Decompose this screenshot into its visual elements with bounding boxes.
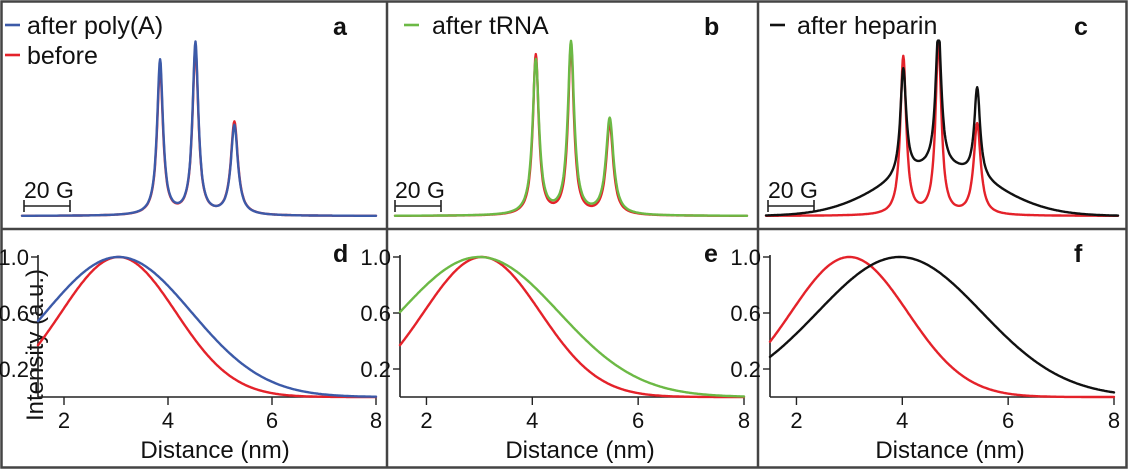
legend-c: after heparin	[770, 12, 937, 40]
x-tick-label-d: 8	[370, 408, 382, 433]
panel-f: f 2 4 6 8 0.2 0.6 1.0 Distance (nm)	[730, 240, 1120, 464]
scale-bar-b: 20 G	[394, 177, 445, 212]
x-tick-label-d: 2	[58, 408, 70, 433]
distance-plot-e: 2 4 6 8 0.2 0.6 1.0	[360, 245, 750, 433]
y-axis-title: Intensity (a.u.)	[22, 269, 49, 421]
series-a-0	[20, 40, 378, 217]
scale-bar-a: 20 G	[23, 177, 74, 212]
x-tick-label-d: 6	[266, 408, 278, 433]
legend-a: after poly(A) before	[5, 12, 163, 70]
y-tick-label-d: 0.6	[0, 301, 29, 326]
series-b-0	[393, 39, 749, 217]
scale-bar-c: 20 G	[767, 177, 818, 212]
y-tick-label-e: 0.2	[360, 357, 391, 382]
x-axis-title-e: Distance (nm)	[505, 437, 654, 464]
x-tick-label-f: 8	[1108, 408, 1120, 433]
y-tick-label-f: 1.0	[730, 245, 761, 270]
panel-letter-c: c	[1074, 13, 1088, 41]
series-f-0	[768, 255, 1116, 394]
legend-b: after tRNA	[404, 12, 549, 40]
x-tick-label-f: 4	[896, 408, 908, 433]
series-d-1	[36, 255, 378, 399]
scale-bar-label-a: 20 G	[24, 177, 74, 203]
x-axis-title-f: Distance (nm)	[875, 437, 1024, 464]
series-b-1	[393, 43, 749, 217]
x-tick-label-f: 6	[1002, 408, 1014, 433]
distance-plot-f: 2 4 6 8 0.2 0.6 1.0	[730, 245, 1120, 433]
scale-bar-label-c: 20 G	[768, 177, 818, 203]
y-tick-label-e: 1.0	[360, 245, 391, 270]
panel-letter-d: d	[333, 240, 348, 268]
legend-a-label-1: after poly(A)	[27, 12, 163, 40]
scale-bar-label-b: 20 G	[395, 177, 445, 203]
spectrum-plot-b	[393, 39, 749, 217]
legend-a-label-2: before	[27, 42, 98, 70]
y-tick-label-e: 0.6	[360, 301, 391, 326]
legend-c-label-1: after heparin	[797, 12, 937, 40]
x-tick-label-e: 2	[420, 408, 432, 433]
spectrum-plot-c	[764, 39, 1120, 217]
panel-letter-e: e	[704, 240, 718, 268]
panel-e: e 2 4 6 8 0.2 0.6 1.0 Distance (nm)	[360, 240, 750, 464]
series-c-0	[764, 39, 1120, 217]
panel-letter-b: b	[704, 13, 719, 41]
panel-letter-f: f	[1074, 240, 1083, 268]
y-tick-label-f: 0.2	[730, 357, 761, 382]
x-tick-label-e: 6	[632, 408, 644, 433]
series-d-0	[36, 255, 378, 398]
x-tick-label-e: 8	[738, 408, 750, 433]
panel-d: d 2 4 6 8 0.2 0.6 1.0 Distance (nm)	[0, 240, 382, 464]
y-tick-label-d: 1.0	[0, 245, 29, 270]
y-tick-label-f: 0.6	[730, 301, 761, 326]
distance-plot-d: 2 4 6 8 0.2 0.6 1.0	[0, 245, 382, 433]
x-tick-label-d: 4	[162, 408, 174, 433]
series-c-1	[764, 40, 1120, 217]
series-e-0	[398, 255, 746, 398]
panel-b: after tRNA b 20 G	[393, 12, 749, 217]
panel-letter-a: a	[333, 13, 348, 41]
y-tick-label-d: 0.2	[0, 357, 29, 382]
legend-b-label-1: after tRNA	[432, 12, 549, 40]
series-f-1	[768, 255, 1116, 399]
panel-c: after heparin c 20 G	[764, 12, 1120, 217]
x-axis-title-d: Distance (nm)	[140, 437, 289, 464]
x-tick-label-e: 4	[526, 408, 538, 433]
x-tick-label-f: 2	[790, 408, 802, 433]
series-e-1	[398, 255, 746, 399]
panel-a: after poly(A) before a 20 G	[5, 12, 378, 217]
spectrum-plot-a	[20, 40, 378, 217]
